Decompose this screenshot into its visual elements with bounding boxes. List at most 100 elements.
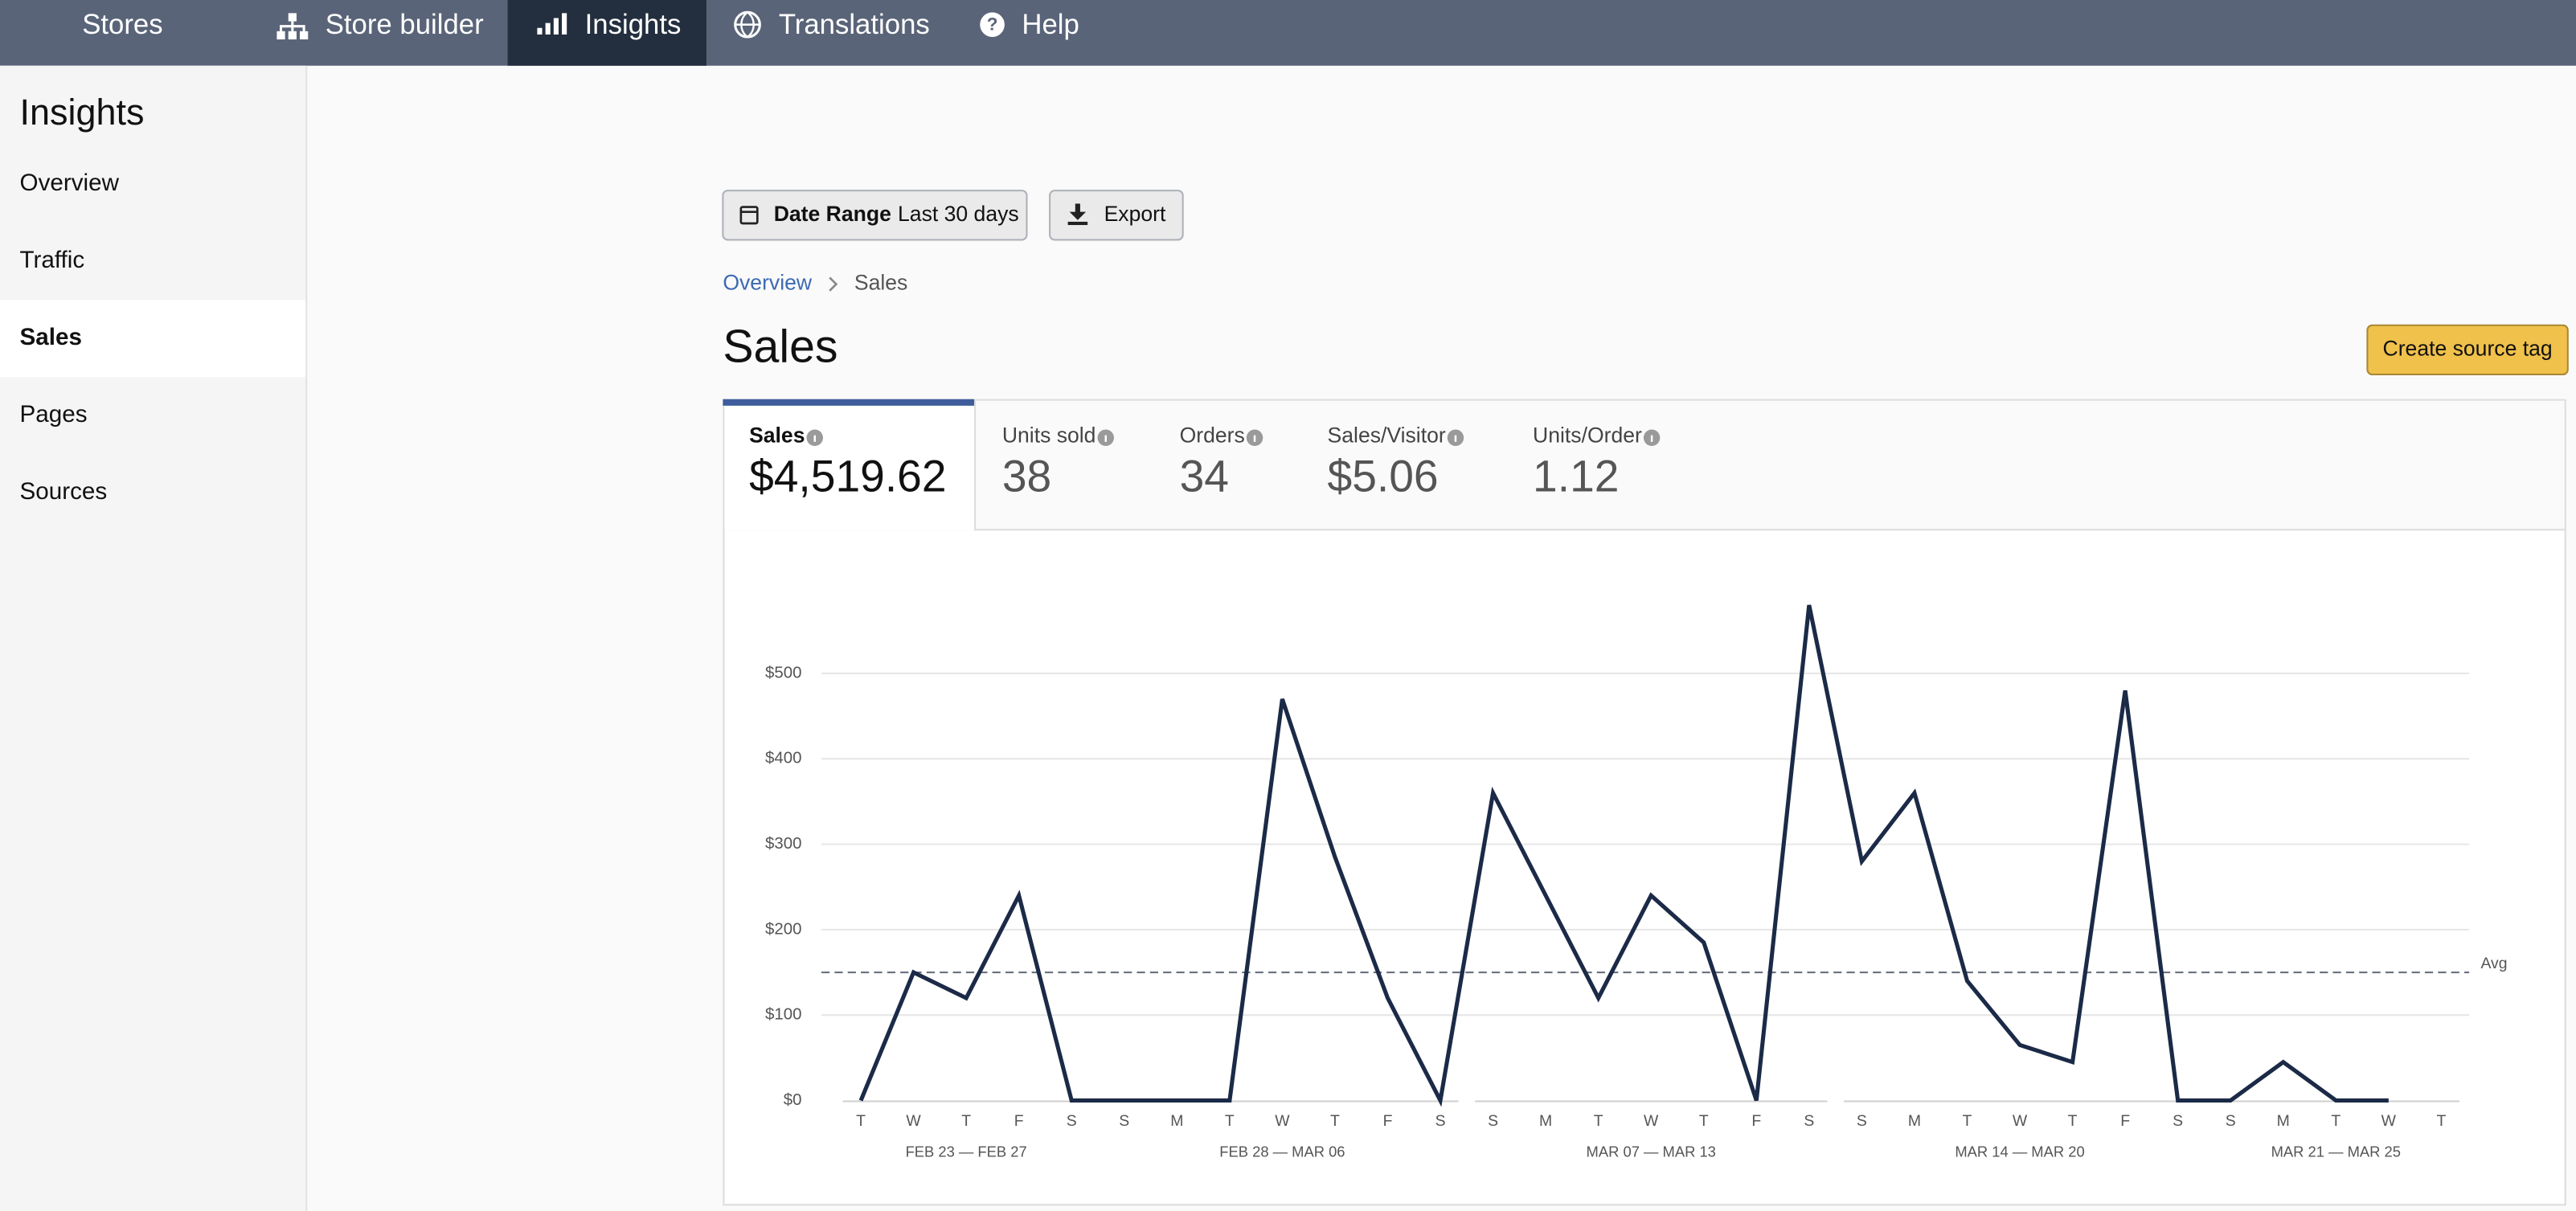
sales-line xyxy=(858,604,2389,1107)
nav-item[interactable]: Translations xyxy=(734,10,930,40)
create-button-label: Create source tag xyxy=(2383,336,2553,360)
x-tick-label: M xyxy=(1539,1112,1552,1130)
metric-label: Units sold xyxy=(1002,423,1096,448)
sidebar-items: Overview Traffic Sales Pages Sources xyxy=(0,170,306,505)
date-range-button[interactable]: Date Range Last 30 days xyxy=(722,190,1028,241)
week-label: MAR 14 — MAR 20 xyxy=(1955,1143,2084,1160)
calendar-icon xyxy=(739,206,759,225)
export-label: Export xyxy=(1104,202,1166,226)
nav-items: Stores Store builder Insights Translations?… xyxy=(82,0,1079,66)
card xyxy=(723,399,2566,1206)
tab-bar xyxy=(724,400,2565,530)
x-tick-label: T xyxy=(1963,1112,1972,1130)
metric-tab[interactable]: Units/Order 1.12 xyxy=(1533,423,1661,501)
x-tick-label: W xyxy=(1275,1112,1290,1130)
metric-label: Units/Order xyxy=(1533,423,1642,448)
metric-value: $4,519.62 xyxy=(749,451,946,501)
bars-icon xyxy=(553,18,559,35)
week-label: FEB 23 — FEB 27 xyxy=(906,1143,1027,1160)
metric-label: Sales/Visitor xyxy=(1328,423,1446,448)
metric-value: 1.12 xyxy=(1533,451,1619,501)
x-tick-label: M xyxy=(1908,1112,1921,1130)
x-tick-label: F xyxy=(1751,1112,1761,1130)
nav-label: Translations xyxy=(779,10,930,40)
nav-item[interactable]: Insights xyxy=(537,10,681,40)
x-tick-label: T xyxy=(961,1112,971,1130)
nav-label: Insights xyxy=(585,10,682,40)
sidebar-item[interactable]: Pages xyxy=(20,401,88,428)
sidebar-item[interactable]: Traffic xyxy=(20,247,85,273)
y-tick-label: $100 xyxy=(765,1006,801,1024)
x-tick-label: S xyxy=(2173,1112,2183,1130)
metric-value: $5.06 xyxy=(1328,451,1439,501)
sidebar-active-row xyxy=(0,300,306,378)
info-icon-glyph xyxy=(1253,435,1256,442)
create-source-tag-button[interactable]: Create source tag xyxy=(2366,324,2569,376)
nav-item[interactable]: Store builder xyxy=(276,10,484,40)
x-tick-label: W xyxy=(2013,1112,2028,1130)
breadcrumb-chevron xyxy=(829,276,838,292)
x-tick-label: T xyxy=(2436,1112,2446,1130)
help-icon-glyph: ? xyxy=(987,14,998,35)
nav-item[interactable]: Stores xyxy=(82,10,162,40)
x-tick-label: S xyxy=(1435,1112,1446,1130)
bars-icon xyxy=(537,27,543,35)
info-icon-glyph xyxy=(813,435,816,442)
sidebar-item[interactable]: Sales xyxy=(20,324,82,350)
metric-value: 38 xyxy=(1002,451,1051,501)
x-tick-label: T xyxy=(1330,1112,1340,1130)
breadcrumb-link[interactable]: Overview xyxy=(723,271,813,295)
x-tick-label: S xyxy=(1804,1112,1814,1130)
chart: $0 $100 $200 $300 $400 $500 FEB 23 — FEB 27 FEB… xyxy=(765,604,2508,1160)
metric-tab[interactable]: Orders 34 xyxy=(1180,423,1263,501)
week-label: MAR 07 — MAR 13 xyxy=(1587,1143,1716,1160)
metric-tab[interactable]: Units sold 38 xyxy=(1002,423,1114,501)
nav-label: Help xyxy=(1022,10,1079,40)
info-icon-glyph xyxy=(1104,435,1107,442)
metric-tabs: Sales $4,519.62 Units sold 38 Orders 34 Sales/… xyxy=(723,399,1661,531)
x-tick-label: W xyxy=(1644,1112,1659,1130)
button-frame xyxy=(2366,324,2569,376)
sidebar-item[interactable]: Overview xyxy=(20,170,120,196)
sitemap-icon xyxy=(276,31,285,40)
button-frame xyxy=(722,190,1028,241)
metric-tab[interactable]: Sales $4,519.62 xyxy=(749,423,946,501)
button-frame xyxy=(1049,190,1184,241)
y-tick-label: $300 xyxy=(765,835,801,853)
x-tick-label: T xyxy=(1594,1112,1603,1130)
nav-label: Stores xyxy=(82,10,162,40)
bars-icon xyxy=(562,13,567,35)
metric-value: 34 xyxy=(1180,451,1229,501)
week-label: MAR 21 — MAR 25 xyxy=(2271,1143,2401,1160)
breadcrumb-current: Sales xyxy=(854,271,907,295)
sidebar-item[interactable]: Sources xyxy=(20,478,108,505)
week-label: FEB 28 — MAR 06 xyxy=(1219,1143,1345,1160)
info-icon-glyph xyxy=(1650,435,1653,442)
x-tick-label: F xyxy=(1014,1112,1024,1130)
x-tick-label: T xyxy=(1225,1112,1235,1130)
x-tick-label: M xyxy=(1170,1112,1183,1130)
export-button[interactable]: Export xyxy=(1049,190,1184,241)
x-tick-label: W xyxy=(906,1112,921,1130)
nav-item[interactable]: ? Help xyxy=(980,10,1079,40)
help-icon xyxy=(980,12,1005,37)
x-tick-label: T xyxy=(1699,1112,1709,1130)
active-tab-indicator xyxy=(723,399,975,406)
x-tick-label: S xyxy=(2226,1112,2236,1130)
sidebar-title: Insights xyxy=(20,92,145,133)
x-tick-label: M xyxy=(2277,1112,2290,1130)
y-tick-label: $200 xyxy=(765,920,801,938)
y-tick-label: $0 xyxy=(784,1091,802,1109)
bars-icon xyxy=(545,23,551,35)
page-title: Sales xyxy=(723,321,838,372)
date-range-text: Date Range Last 30 days xyxy=(774,202,1019,226)
x-tick-label: S xyxy=(1488,1112,1498,1130)
x-tick-label: S xyxy=(1857,1112,1867,1130)
metric-label: Sales xyxy=(749,423,805,448)
x-tick-label: F xyxy=(1383,1112,1393,1130)
active-tab xyxy=(724,400,975,531)
metric-tab[interactable]: Sales/Visitor $5.06 xyxy=(1328,423,1464,501)
globe-icon xyxy=(735,11,760,39)
sitemap-icon xyxy=(288,13,297,22)
